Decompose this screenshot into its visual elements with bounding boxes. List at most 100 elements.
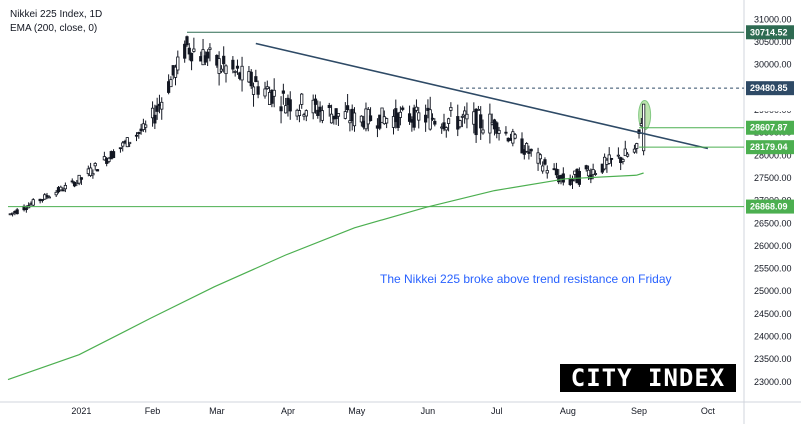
candle-body [203, 55, 207, 63]
y-tick-label: 27500.00 [754, 173, 792, 183]
candle-body [527, 151, 531, 154]
candle-body [504, 131, 508, 134]
y-tick-label: 26000.00 [754, 241, 792, 251]
candle-body [137, 132, 141, 135]
candle-body [407, 113, 412, 122]
candle-body [497, 129, 501, 134]
x-tick-label: Apr [281, 406, 295, 416]
candle-body [70, 180, 74, 183]
candle-body [401, 107, 405, 110]
candle-body [254, 76, 258, 82]
candle-body [570, 179, 575, 182]
candle-body [256, 86, 260, 95]
candle-body [398, 111, 402, 118]
candle-body [346, 105, 350, 111]
candle-body [240, 65, 244, 81]
candle-body [424, 114, 428, 123]
candle-body [561, 173, 565, 183]
candle-body [233, 70, 237, 73]
candle-body [316, 109, 320, 116]
candle-body [47, 196, 51, 199]
candle-body [63, 185, 67, 190]
candle-body [414, 106, 419, 111]
candle-body [541, 165, 545, 172]
candle-body [118, 147, 123, 150]
candle-body [479, 114, 483, 129]
candle-body [545, 170, 549, 174]
candle-body [31, 199, 35, 206]
trend-resistance-line [255, 42, 709, 150]
candle-body [208, 47, 212, 50]
candle-body [183, 43, 187, 59]
x-tick-label: Oct [701, 406, 716, 416]
candle-body [591, 169, 595, 176]
candle-body [343, 111, 347, 119]
candle-body [554, 168, 559, 176]
candle-body [107, 157, 111, 162]
chart-annotation: The Nikkei 225 broke above trend resista… [380, 272, 672, 286]
candle-body [169, 79, 173, 88]
candle-body [263, 88, 267, 97]
candle-body [265, 86, 269, 90]
level-tag-label: 29480.85 [750, 83, 788, 93]
candle-body [621, 159, 625, 162]
x-tick-label: Aug [560, 406, 576, 416]
candle-body [522, 149, 526, 155]
candle-body [460, 115, 464, 118]
candle-body [348, 120, 352, 124]
candle-body [139, 128, 143, 132]
level-tag [746, 199, 794, 214]
y-tick-label: 30000.00 [754, 60, 792, 70]
candle-body [10, 212, 15, 215]
chart-subtitle: EMA (200, close, 0) [10, 23, 98, 34]
candle-body [176, 56, 180, 71]
chart-title: Nikkei 225 Index, 1D [10, 9, 103, 20]
candle-body [318, 106, 322, 113]
candle-body [93, 163, 97, 167]
candle-body [224, 65, 228, 75]
candle-body [150, 107, 155, 119]
candle-body [284, 105, 288, 114]
candle-body [288, 99, 292, 112]
x-tick-label: Jul [491, 406, 503, 416]
candle-body [557, 175, 561, 183]
candle-body [616, 154, 620, 157]
x-tick-label: Feb [145, 406, 161, 416]
candle-body [279, 106, 283, 112]
candle-body [463, 110, 467, 116]
candle-body [249, 71, 253, 87]
candle-body [495, 122, 499, 134]
candle-body [444, 127, 448, 131]
candle-body [584, 165, 588, 170]
candle-body [206, 51, 210, 59]
candle-body [54, 191, 58, 196]
y-tick-label: 30500.00 [754, 37, 792, 47]
candle-body [476, 108, 481, 111]
level-tag [746, 120, 794, 135]
candle-body [45, 195, 49, 198]
y-tick-label: 31000.00 [754, 14, 792, 24]
level-tag [746, 97, 794, 112]
candle-body [593, 173, 598, 175]
candle-body [189, 52, 194, 62]
x-tick-label: 2021 [71, 406, 91, 416]
candle-body [543, 159, 547, 165]
candle-body [359, 115, 363, 123]
level-tag-label: 28607.87 [750, 123, 788, 133]
y-tick-label: 25500.00 [754, 264, 792, 274]
x-tick-label: May [348, 406, 366, 416]
candle-body [59, 186, 63, 191]
candle-body [185, 36, 189, 46]
candle-body [446, 118, 451, 124]
candle-body [433, 120, 437, 125]
candle-body [430, 117, 435, 120]
x-tick-label: Sep [631, 406, 647, 416]
candle-body [385, 118, 389, 124]
candle-body [513, 134, 517, 139]
candle-body [529, 148, 533, 152]
level-tag [746, 81, 794, 96]
candle-body [336, 113, 341, 117]
candle-body [128, 141, 132, 145]
candle-body [380, 107, 384, 123]
city-index-logo: CITY INDEX [560, 364, 736, 392]
